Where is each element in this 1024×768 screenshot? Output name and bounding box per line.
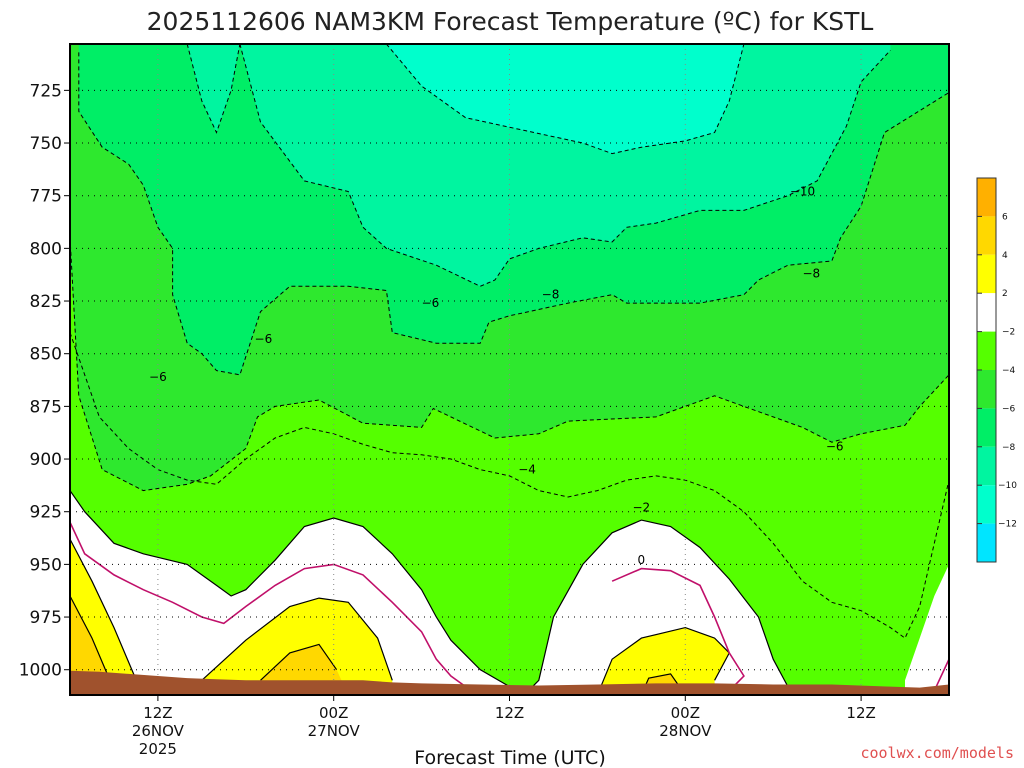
x-axis-label: Forecast Time (UTC): [414, 747, 605, 768]
colorbar-segment-6: [977, 408, 996, 447]
y-tick-label-725: 725: [30, 81, 62, 101]
contour-labels: −10 −8 −8 −6 −6 −6 −6 −4 −2 0: [149, 184, 844, 567]
dashed-contour-2: [186, 44, 241, 134]
x-tick-label-36-0: 12Z: [495, 704, 524, 722]
region-plus4-gold-left: [70, 596, 109, 695]
y-tick-label-750: 750: [30, 134, 62, 154]
solid-contour-4: [70, 595, 109, 677]
chart-title: 2025112606 NAM3KM Forecast Temperature (…: [147, 7, 874, 36]
x-tick-label-12-0: 12Z: [143, 704, 172, 722]
colorbar-segment-8: [977, 485, 996, 524]
colorbar-segment-9: [977, 523, 996, 562]
colorbar-segment-2: [977, 254, 996, 294]
credit-link[interactable]: coolwx.com/models: [860, 744, 1014, 762]
y-axis: 725 750 775 800 825 850 875 900 925 950 975 1000: [19, 81, 70, 681]
contour-label-5: −6: [422, 296, 440, 310]
filled-contour-regions: [70, 44, 949, 695]
region-minus10-band: [187, 44, 240, 133]
dashed-contour-5: [70, 332, 949, 639]
contour-label-2: −8: [802, 267, 820, 281]
y-tick-label-925: 925: [30, 503, 62, 523]
contour-label-0: −10: [790, 184, 815, 198]
colorbar-label-5: −6: [1002, 404, 1016, 414]
contour-label-3: −6: [149, 370, 167, 384]
x-tick-label-12-1: 26NOV: [132, 722, 185, 740]
contour-label-7: −4: [518, 463, 536, 477]
zero-degree-contour-2: [933, 658, 949, 692]
y-tick-label-800: 800: [30, 239, 62, 259]
colorbar-label-6: −8: [1002, 443, 1016, 453]
contour-label-6: −6: [826, 439, 844, 453]
dashed-contour-1: [239, 44, 891, 287]
y-tick-label-975: 975: [30, 608, 62, 628]
contour-label-4: −6: [255, 332, 273, 346]
colorbar-segment-1: [977, 216, 996, 255]
y-tick-label-950: 950: [30, 555, 62, 575]
colorbar-label-7: −10: [998, 481, 1017, 491]
region-minus2-white-right: [905, 564, 949, 695]
dashed-contour-3: [386, 44, 745, 155]
dashed-contour-4: [70, 237, 949, 492]
y-tick-label-1000: 1000: [19, 661, 62, 681]
colorbar-label-3: −2: [1002, 328, 1015, 338]
colorbar-label-4: −4: [1002, 366, 1016, 376]
contour-label-8: −2: [632, 500, 650, 514]
zero-degree-contour-0: [70, 521, 467, 688]
colorbar-segment-7: [977, 446, 996, 486]
x-tick-label-48-0: 00Z: [671, 704, 700, 722]
x-tick-label-48-1: 28NOV: [659, 722, 712, 740]
x-tick-label-24-1: 27NOV: [308, 722, 361, 740]
contour-label-9: 0: [638, 553, 646, 567]
y-tick-label-850: 850: [30, 345, 62, 365]
colorbar-label-8: −12: [998, 520, 1017, 530]
region-minus12-band: [386, 44, 744, 154]
colorbar-label-1: 4: [1002, 251, 1008, 261]
solid-contour-5: [260, 643, 338, 681]
dashed-contour-0: [78, 52, 949, 376]
y-tick-label-825: 825: [30, 292, 62, 312]
colorbar-label-0: 6: [1002, 212, 1008, 222]
colorbar-segment-3: [977, 293, 996, 332]
y-tick-label-900: 900: [30, 450, 62, 470]
ground-layer: [70, 670, 949, 695]
gridlines: [70, 44, 949, 695]
region-plus2-yellow-right: [597, 627, 730, 695]
solid-contour-1: [70, 538, 136, 677]
y-tick-label-875: 875: [30, 397, 62, 417]
y-tick-label-775: 775: [30, 187, 62, 207]
contour-label-1: −8: [542, 288, 560, 302]
x-tick-label-60-0: 12Z: [846, 704, 875, 722]
x-tick-label-24-0: 00Z: [319, 704, 348, 722]
colorbar-segment-4: [977, 331, 996, 370]
colorbar-label-2: 2: [1002, 289, 1008, 299]
solid-contour-2: [201, 597, 393, 681]
x-tick-label-12-2: 2025: [139, 740, 177, 758]
colorbar-legend: 6 4 2 −2 −4 −6 −8 −10 −12: [976, 177, 1017, 563]
zero-degree-contour-1: [611, 567, 745, 692]
colorbar-segment-0: [977, 178, 996, 217]
region-plus2-yellow-mid: [201, 598, 393, 695]
colorbar-segment-5: [977, 370, 996, 409]
ground-terrain: [70, 670, 949, 695]
